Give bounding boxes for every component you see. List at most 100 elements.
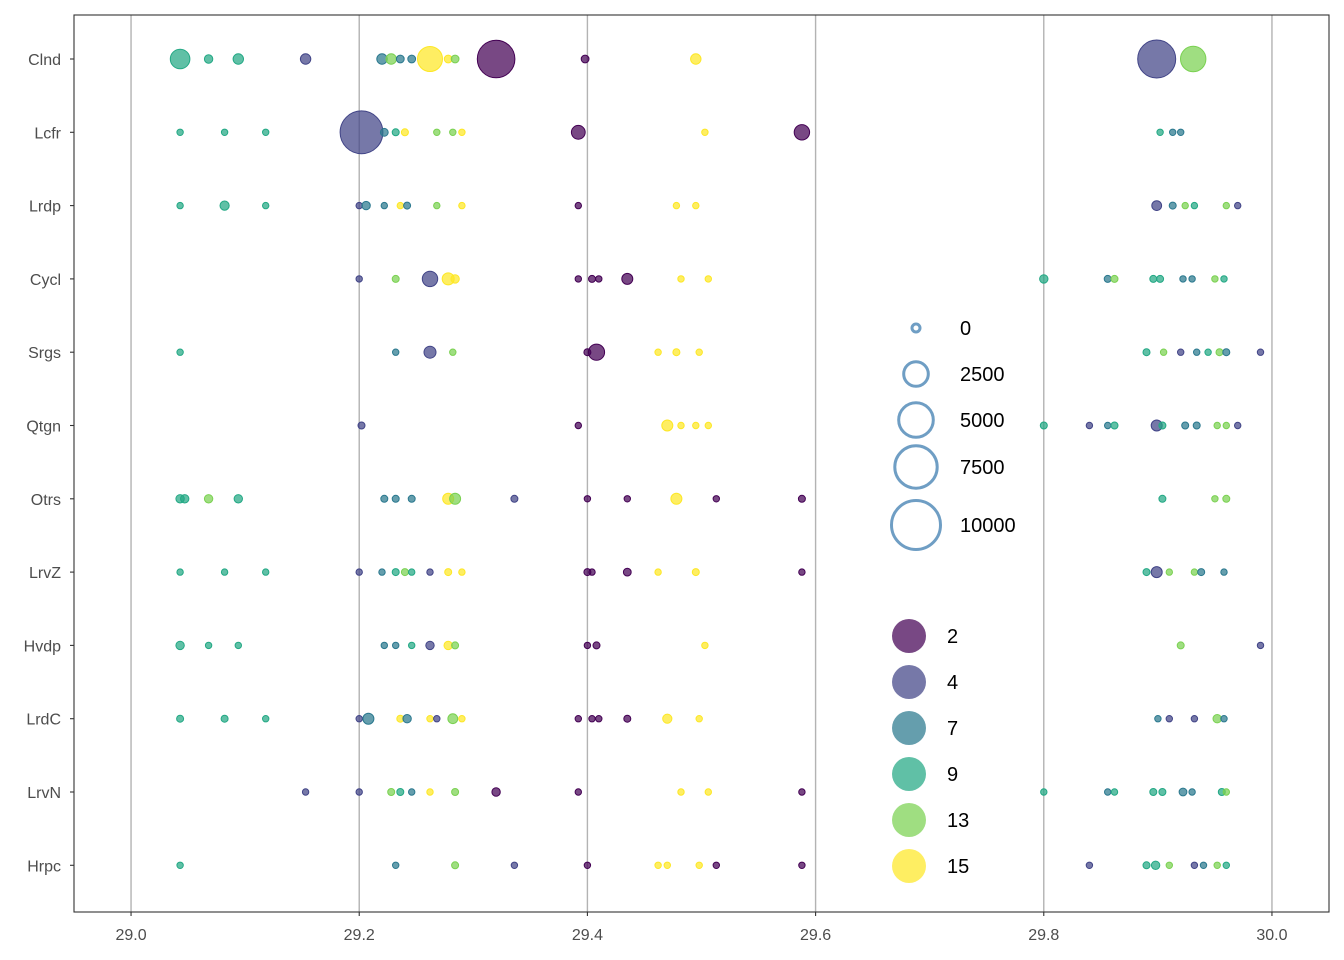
data-point-Lcfr-26 — [570, 124, 586, 140]
color-legend-key-9 — [892, 757, 926, 791]
y-tick-label-Srgs: Srgs — [28, 345, 61, 362]
data-point-Clnd-3 — [299, 53, 312, 65]
size-legend-label-0: 0 — [960, 318, 971, 340]
size-legend-key-0 — [910, 322, 922, 334]
color-legend-label-7: 7 — [947, 718, 958, 740]
data-point-Srgs-87 — [1256, 348, 1265, 356]
data-point-Lrdp-38 — [396, 201, 404, 210]
y-tick-label-Qtgn: Qtgn — [26, 419, 61, 436]
y-tick-label-Lcfr: Lcfr — [34, 125, 61, 142]
data-point-LrdC-176 — [695, 715, 703, 723]
data-point-Lrdp-50 — [1234, 201, 1242, 210]
y-tick-label-Hrpc: Hrpc — [27, 858, 61, 875]
data-point-Clnd-7 — [407, 54, 417, 64]
data-point-Qtgn-96 — [1104, 421, 1112, 430]
data-point-LrvN-184 — [387, 788, 396, 796]
data-point-Otrs-118 — [712, 495, 720, 503]
data-point-Lcfr-21 — [391, 128, 400, 137]
data-point-LrdC-164 — [362, 712, 375, 725]
data-point-LrdC-171 — [574, 715, 582, 723]
size-legend-label-10000: 10000 — [960, 515, 1016, 537]
data-point-LrvZ-136 — [622, 567, 632, 577]
data-point-Hvdp-151 — [408, 641, 416, 650]
y-tick-label-Clnd: Clnd — [28, 52, 61, 69]
data-point-Hrpc-207 — [583, 861, 592, 869]
y-tick-label-LrvZ: LrvZ — [29, 565, 61, 582]
data-point-Srgs-72 — [392, 348, 400, 356]
data-point-LrdC-179 — [1190, 715, 1199, 723]
data-point-Lcfr-29 — [1156, 128, 1164, 137]
data-point-Srgs-79 — [695, 348, 703, 356]
data-point-Hvdp-152 — [425, 640, 435, 651]
data-point-Qtgn-103 — [1222, 421, 1231, 430]
data-point-Srgs-73 — [423, 345, 437, 359]
data-point-Lrdp-44 — [692, 201, 700, 210]
y-axis: Clnd Lcfr Lrdp Cycl Srgs Qtgn Otrs LrvZ Hvdp LrdC… — [24, 52, 74, 875]
data-point-Clnd-2 — [232, 53, 245, 65]
data-point-Cycl-52 — [391, 274, 400, 283]
data-point-Lcfr-30 — [1169, 128, 1177, 137]
y-tick-label-Cycl: Cycl — [30, 272, 61, 289]
data-point-LrdC-173 — [595, 715, 603, 723]
data-point-Lcfr-22 — [400, 128, 409, 137]
color-legend-label-2: 2 — [947, 626, 958, 648]
data-point-LrvZ-129 — [400, 568, 409, 577]
data-point-LrvZ-137 — [654, 568, 662, 576]
data-point-Srgs-77 — [654, 348, 662, 356]
data-point-Clnd-12 — [580, 54, 590, 64]
data-point-Clnd-10 — [450, 54, 460, 64]
data-point-LrvN-190 — [574, 788, 582, 796]
data-point-Cycl-68 — [1188, 275, 1196, 283]
data-point-LrvN-191 — [677, 788, 685, 796]
plot-panel-border — [73, 14, 1330, 913]
data-point-LrvN-187 — [426, 788, 434, 796]
data-point-Lcfr-20 — [379, 127, 389, 137]
data-point-Srgs-82 — [1177, 348, 1185, 356]
y-tick-label-Lrdp: Lrdp — [29, 199, 61, 216]
data-point-Clnd-13 — [690, 53, 702, 65]
size-legend-label-2500: 2500 — [960, 364, 1005, 386]
size-legend-key-5000 — [897, 401, 935, 439]
data-point-LrdC-180 — [1212, 714, 1222, 724]
data-point-Lrdp-49 — [1222, 201, 1231, 210]
data-point-Lcfr-31 — [1177, 128, 1185, 137]
color-legend-label-13: 13 — [947, 810, 969, 832]
data-point-LrvZ-145 — [1220, 568, 1228, 576]
data-point-Qtgn-92 — [692, 421, 700, 430]
data-point-Cycl-51 — [355, 275, 363, 283]
data-point-Cycl-66 — [1156, 274, 1165, 283]
data-point-Srgs-74 — [449, 348, 457, 356]
data-point-LrdC-166 — [402, 714, 412, 724]
data-point-Srgs-78 — [672, 348, 681, 357]
data-point-Srgs-81 — [1159, 348, 1168, 356]
data-point-Otrs-111 — [407, 494, 416, 503]
data-point-Hrpc-209 — [663, 861, 671, 869]
data-point-LrdC-169 — [447, 713, 459, 725]
data-point-Otrs-113 — [449, 492, 462, 505]
data-point-LrvZ-126 — [355, 568, 363, 576]
data-point-Lrdp-43 — [672, 201, 681, 210]
data-point-LrvZ-143 — [1190, 568, 1199, 576]
data-point-Hvdp-154 — [451, 641, 460, 650]
data-point-Clnd-0 — [169, 48, 191, 70]
data-point-Srgs-71 — [176, 348, 184, 356]
x-tick-label-29.2: 29.2 — [344, 927, 375, 944]
x-tick-label-29.0: 29.0 — [115, 927, 146, 944]
data-point-Srgs-76 — [587, 343, 606, 361]
data-point-Lrdp-41 — [458, 201, 466, 210]
data-point-Cycl-53 — [421, 270, 439, 288]
data-point-LrvN-195 — [1104, 788, 1112, 796]
data-point-LrvZ-132 — [444, 568, 453, 577]
data-point-LrvZ-144 — [1197, 568, 1206, 577]
data-point-Hvdp-147 — [204, 641, 213, 650]
data-point-LrvZ-138 — [691, 568, 700, 577]
data-point-Lcfr-16 — [176, 128, 184, 137]
data-point-Lrdp-46 — [1168, 201, 1177, 210]
y-tick-label-LrvN: LrvN — [27, 785, 61, 802]
data-point-Cycl-67 — [1179, 275, 1187, 283]
data-point-LrdC-163 — [355, 715, 363, 723]
x-tick-label-29.6: 29.6 — [800, 927, 831, 944]
data-point-Hrpc-215 — [1150, 860, 1161, 870]
size-legend-key-7500 — [893, 444, 939, 490]
data-point-LrvZ-140 — [1142, 568, 1151, 577]
